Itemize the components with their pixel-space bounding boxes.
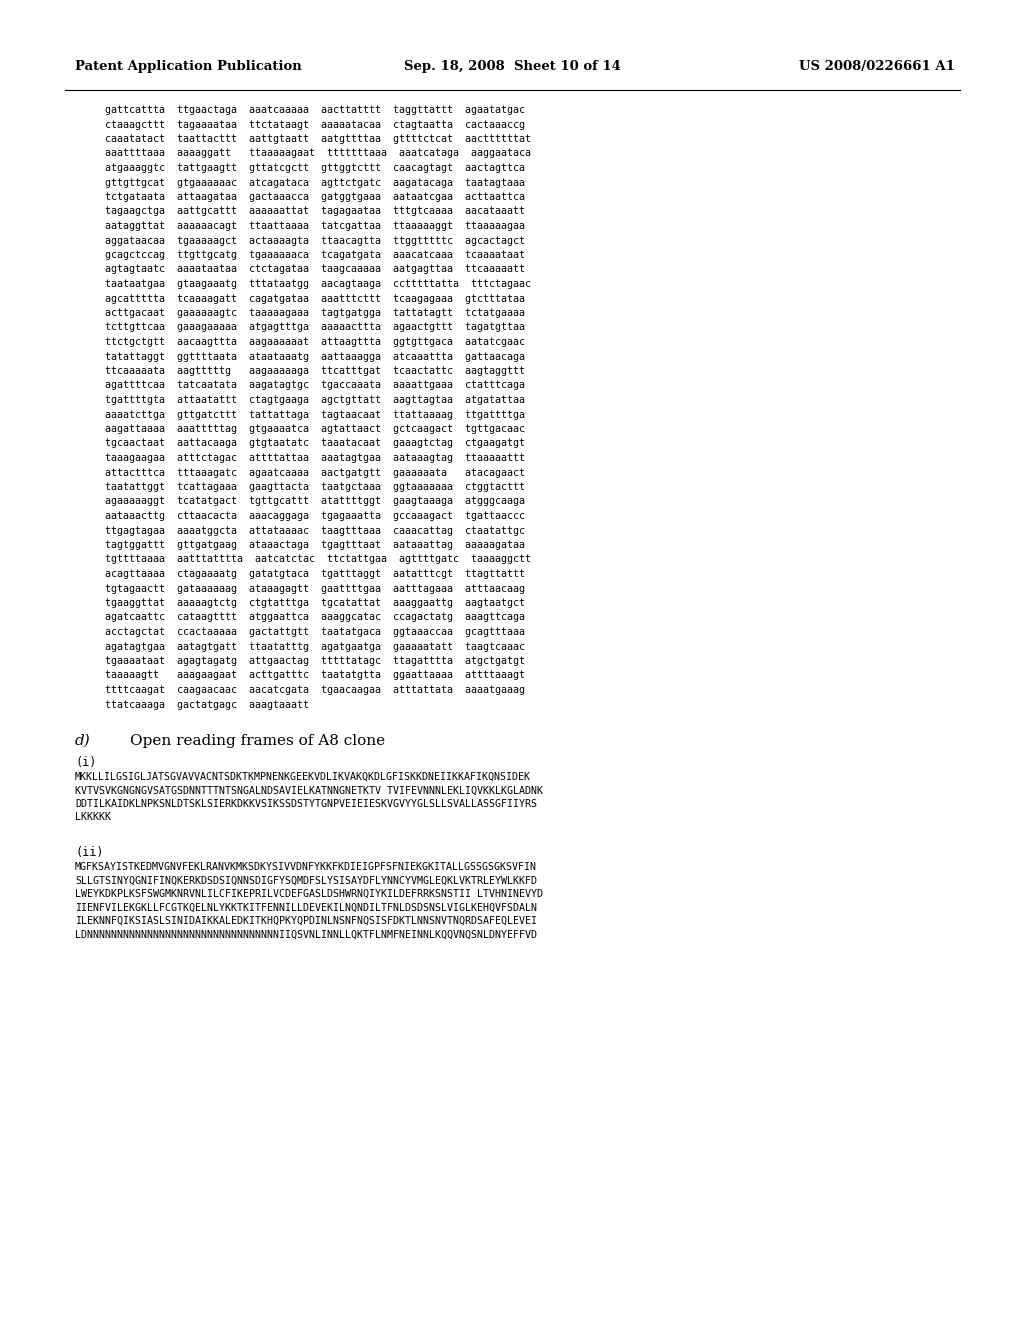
Text: US 2008/0226661 A1: US 2008/0226661 A1 — [799, 59, 955, 73]
Text: Sep. 18, 2008  Sheet 10 of 14: Sep. 18, 2008 Sheet 10 of 14 — [403, 59, 621, 73]
Text: tgtagaactt  gataaaaaag  ataaagagtt  gaattttgaa  aatttagaaa  atttaacaag: tgtagaactt gataaaaaag ataaagagtt gaatttt… — [105, 583, 525, 594]
Text: agattttcaa  tatcaatata  aagatagtgc  tgaccaaata  aaaattgaaa  ctatttcaga: agattttcaa tatcaatata aagatagtgc tgaccaa… — [105, 380, 525, 391]
Text: (ii): (ii) — [75, 846, 103, 859]
Text: tagtggattt  gttgatgaag  ataaactaga  tgagtttaat  aataaattag  aaaaagataa: tagtggattt gttgatgaag ataaactaga tgagttt… — [105, 540, 525, 550]
Text: ttgagtagaa  aaaatggcta  attataaaac  taagtttaaa  caaacattag  ctaatattgc: ttgagtagaa aaaatggcta attataaaac taagttt… — [105, 525, 525, 536]
Text: ttttcaagat  caagaacaac  aacatcgata  tgaacaagaa  atttattata  aaaatgaaag: ttttcaagat caagaacaac aacatcgata tgaacaa… — [105, 685, 525, 696]
Text: aaattttaaa  aaaaggatt   ttaaaaagaat  tttttttaaa  aaatcataga  aaggaataca: aaattttaaa aaaaggatt ttaaaaagaat ttttttt… — [105, 149, 531, 158]
Text: gcagctccag  ttgttgcatg  tgaaaaaaca  tcagatgata  aaacatcaaa  tcaaaataat: gcagctccag ttgttgcatg tgaaaaaaca tcagatg… — [105, 249, 525, 260]
Text: caaatatact  taattacttt  aattgtaatt  aatgttttaa  gttttctcat  aacttttttat: caaatatact taattacttt aattgtaatt aatgttt… — [105, 135, 531, 144]
Text: SLLGTSINYQGNIFINQKERKDSDSIQNNSDIGFYSQMDFSLYSISAYDFLYNNCYVMGLEQKLVKTRLEYWLKKFD: SLLGTSINYQGNIFINQKERKDSDSIQNNSDIGFYSQMDF… — [75, 875, 537, 886]
Text: ctaaagcttt  tagaaaataa  ttctataagt  aaaaatacaa  ctagtaatta  cactaaaccg: ctaaagcttt tagaaaataa ttctataagt aaaaata… — [105, 120, 525, 129]
Text: agaaaaaggt  tcatatgact  tgttgcattt  atattttggt  gaagtaaaga  atgggcaaga: agaaaaaggt tcatatgact tgttgcattt atatttt… — [105, 496, 525, 507]
Text: Open reading frames of A8 clone: Open reading frames of A8 clone — [130, 734, 385, 748]
Text: tatattaggt  ggttttaata  ataataaatg  aattaaagga  atcaaattta  gattaacaga: tatattaggt ggttttaata ataataaatg aattaaa… — [105, 351, 525, 362]
Text: taaaaagtt   aaagaagaat  acttgatttc  taatatgtta  ggaattaaaa  attttaaagt: taaaaagtt aaagaagaat acttgatttc taatatgt… — [105, 671, 525, 681]
Text: aaaatcttga  gttgatcttt  tattattaga  tagtaacaat  ttattaaaag  ttgattttga: aaaatcttga gttgatcttt tattattaga tagtaac… — [105, 409, 525, 420]
Text: ttctgctgtt  aacaagttta  aagaaaaaat  attaagttta  ggtgttgaca  aatatcgaac: ttctgctgtt aacaagttta aagaaaaaat attaagt… — [105, 337, 525, 347]
Text: LKKKKK: LKKKKK — [75, 813, 111, 822]
Text: acttgacaat  gaaaaaagtc  taaaaagaaa  tagtgatgga  tattatagtt  tctatgaaaa: acttgacaat gaaaaaagtc taaaaagaaa tagtgat… — [105, 308, 525, 318]
Text: ttcaaaaata  aagtttttg   aagaaaaaga  ttcatttgat  tcaactattc  aagtaggttt: ttcaaaaata aagtttttg aagaaaaaga ttcatttg… — [105, 366, 525, 376]
Text: aataggttat  aaaaaacagt  ttaattaaaa  tatcgattaa  ttaaaaaggt  ttaaaaagaa: aataggttat aaaaaacagt ttaattaaaa tatcgat… — [105, 220, 525, 231]
Text: aagattaaaa  aaatttttag  gtgaaaatca  agtattaact  gctcaagact  tgttgacaac: aagattaaaa aaatttttag gtgaaaatca agtatta… — [105, 424, 525, 434]
Text: IIENFVILEKGKLLFCGTKQELNLYKKTKITFENNILLDEVEKILNQNDILTFNLDSDSNSLVIGLKEHQVFSDALN: IIENFVILEKGKLLFCGTKQELNLYKKTKITFENNILLDE… — [75, 903, 537, 912]
Text: atgaaaggtc  tattgaagtt  gttatcgctt  gttggtcttt  caacagtagt  aactagttca: atgaaaggtc tattgaagtt gttatcgctt gttggtc… — [105, 162, 525, 173]
Text: Patent Application Publication: Patent Application Publication — [75, 59, 302, 73]
Text: taataatgaa  gtaagaaatg  tttataatgg  aacagtaaga  cctttttatta  tttctagaac: taataatgaa gtaagaaatg tttataatgg aacagta… — [105, 279, 531, 289]
Text: DDTILKAIDKLNPKSNLDTSKLSIERKDKKVSIKSSDSTYTGNPVEIEIESKVGVYYGLSLLSVALLASSGFIIYRS: DDTILKAIDKLNPKSNLDTSKLSIERKDKKVSIKSSDSTY… — [75, 799, 537, 809]
Text: aataaacttg  cttaacacta  aaacaggaga  tgagaaatta  gccaaagact  tgattaaccc: aataaacttg cttaacacta aaacaggaga tgagaaa… — [105, 511, 525, 521]
Text: aggataacaa  tgaaaaagct  actaaaagta  ttaacagtta  ttggtttttc  agcactagct: aggataacaa tgaaaaagct actaaaagta ttaacag… — [105, 235, 525, 246]
Text: KVTVSVKGNGNGVSATGSDNNTTTNTSNGALNDSAVIELKATNNGNETKTV TVIFEVNNNLEKLIQVKKLKGLADNK: KVTVSVKGNGNGVSATGSDNNTTTNTSNGALNDSAVIELK… — [75, 785, 543, 796]
Text: taatattggt  tcattagaaa  gaagttacta  taatgctaaa  ggtaaaaaaa  ctggtacttt: taatattggt tcattagaaa gaagttacta taatgct… — [105, 482, 525, 492]
Text: gattcattta  ttgaactaga  aaatcaaaaa  aacttatttt  taggttattt  agaatatgac: gattcattta ttgaactaga aaatcaaaaa aacttat… — [105, 106, 525, 115]
Text: tctgataata  attaagataa  gactaaacca  gatggtgaaa  aataatcgaa  acttaattca: tctgataata attaagataa gactaaacca gatggtg… — [105, 191, 525, 202]
Text: tgcaactaat  aattacaaga  gtgtaatatc  taaatacaat  gaaagtctag  ctgaagatgt: tgcaactaat aattacaaga gtgtaatatc taaatac… — [105, 438, 525, 449]
Text: tgaaggttat  aaaaagtctg  ctgtatttga  tgcatattat  aaaggaattg  aagtaatgct: tgaaggttat aaaaagtctg ctgtatttga tgcatat… — [105, 598, 525, 609]
Text: agcattttta  tcaaaagatt  cagatgataa  aaatttcttt  tcaagagaaa  gtctttataa: agcattttta tcaaaagatt cagatgataa aaatttc… — [105, 293, 525, 304]
Text: agatcaattc  cataagtttt  atggaattca  aaaggcatac  ccagactatg  aaagttcaga: agatcaattc cataagtttt atggaattca aaaggca… — [105, 612, 525, 623]
Text: agatagtgaa  aatagtgatt  ttaatatttg  agatgaatga  gaaaaatatt  taagtcaaac: agatagtgaa aatagtgatt ttaatatttg agatgaa… — [105, 642, 525, 652]
Text: attactttca  tttaaagatc  agaatcaaaa  aactgatgtt  gaaaaaata   atacagaact: attactttca tttaaagatc agaatcaaaa aactgat… — [105, 467, 525, 478]
Text: taaagaagaa  atttctagac  attttattaa  aaatagtgaa  aataaagtag  ttaaaaattt: taaagaagaa atttctagac attttattaa aaatagt… — [105, 453, 525, 463]
Text: tcttgttcaa  gaaagaaaaa  atgagtttga  aaaaacttta  agaactgttt  tagatgttaa: tcttgttcaa gaaagaaaaa atgagtttga aaaaact… — [105, 322, 525, 333]
Text: tgttttaaaa  aatttatttta  aatcatctac  ttctattgaa  agttttgatc  taaaaggctt: tgttttaaaa aatttatttta aatcatctac ttctat… — [105, 554, 531, 565]
Text: MGFKSAYISTKEDMVGNVFEKLRANVKMKSDKYSIVVDNFYKKFKDIEIGPFSFNIEKGKITALLGSSGSGKSVFIN: MGFKSAYISTKEDMVGNVFEKLRANVKMKSDKYSIVVDNF… — [75, 862, 537, 873]
Text: gttgttgcat  gtgaaaaaac  atcagataca  agttctgatc  aagatacaga  taatagtaaa: gttgttgcat gtgaaaaaac atcagataca agttctg… — [105, 177, 525, 187]
Text: d): d) — [75, 734, 91, 748]
Text: MKKLLILGSIGLJATSGVAVVACNTSDKTKMPNENKGEEKVDLIKVAKQKDLGFISKKDNEIIKKAFIKQNSIDEK: MKKLLILGSIGLJATSGVAVVACNTSDKTKMPNENKGEEK… — [75, 772, 531, 781]
Text: acagttaaaa  ctagaaaatg  gatatgtaca  tgatttaggt  aatatttcgt  ttagttattt: acagttaaaa ctagaaaatg gatatgtaca tgattta… — [105, 569, 525, 579]
Text: LWEYKDKPLKSFSWGMKNRVNLILCFIKEPRILVCDEFGASLDSHWRNQIYKILDEFRRKSNSTII LTVHNINEVYD: LWEYKDKPLKSFSWGMKNRVNLILCFIKEPRILVCDEFGA… — [75, 888, 543, 899]
Text: (i): (i) — [75, 756, 96, 770]
Text: tgaaaataat  agagtagatg  attgaactag  tttttatagc  ttagatttta  atgctgatgt: tgaaaataat agagtagatg attgaactag tttttat… — [105, 656, 525, 667]
Text: tagaagctga  aattgcattt  aaaaaattat  tagagaataa  tttgtcaaaa  aacataaatt: tagaagctga aattgcattt aaaaaattat tagagaa… — [105, 206, 525, 216]
Text: ILEKNNFQIKSIASLSINIDAIKKALEDKITKHQPKYQPDINLNSNFNQSISFDKTLNNSNVTNQRDSAFEQLEVEI: ILEKNNFQIKSIASLSINIDAIKKALEDKITKHQPKYQPD… — [75, 916, 537, 927]
Text: LDNNNNNNNNNNNNNNNNNNNNNNNNNNNNNNNNIIQSVNLINNLLQKTFLNMFNEINNLKQQVNQSNLDNYEFFVD: LDNNNNNNNNNNNNNNNNNNNNNNNNNNNNNNNNIIQSVN… — [75, 929, 537, 940]
Text: acctagctat  ccactaaaaa  gactattgtt  taatatgaca  ggtaaaccaa  gcagtttaaa: acctagctat ccactaaaaa gactattgtt taatatg… — [105, 627, 525, 638]
Text: tgattttgta  attaatattt  ctagtgaaga  agctgttatt  aagttagtaa  atgatattaa: tgattttgta attaatattt ctagtgaaga agctgtt… — [105, 395, 525, 405]
Text: agtagtaatc  aaaataataa  ctctagataa  taagcaaaaa  aatgagttaa  ttcaaaaatt: agtagtaatc aaaataataa ctctagataa taagcaa… — [105, 264, 525, 275]
Text: ttatcaaaga  gactatgagc  aaagtaaatt: ttatcaaaga gactatgagc aaagtaaatt — [105, 700, 309, 710]
